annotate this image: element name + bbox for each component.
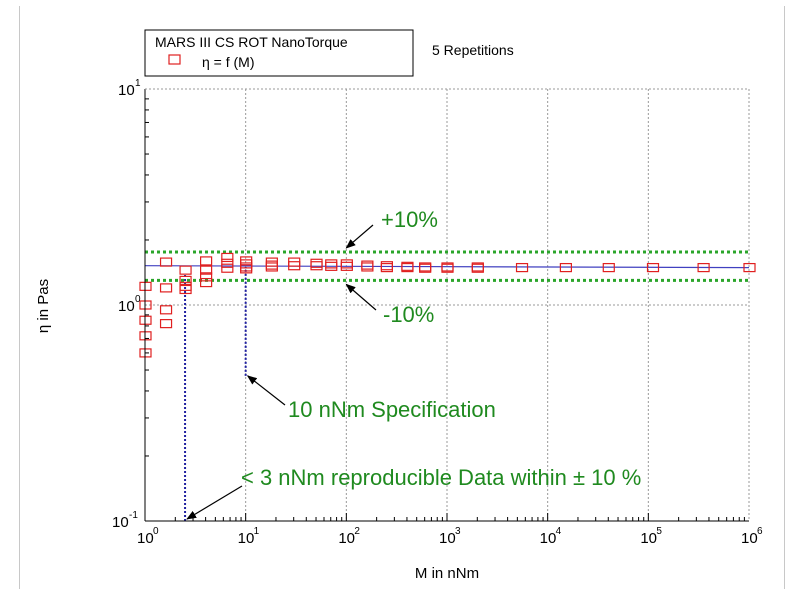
x-tick-label: 10: [741, 530, 758, 547]
annotation-arrow: [345, 224, 374, 249]
data-point: [743, 262, 756, 273]
data-point: [361, 262, 374, 272]
data-point: [200, 265, 213, 275]
x-tick-exponent: 1: [254, 526, 260, 537]
y-tick-label: 10: [112, 514, 129, 531]
data-point: [441, 263, 454, 273]
reference-lines: [145, 250, 749, 282]
data-point: [200, 272, 213, 282]
annotations: +10% -10% 10 nNm Specification < 3 nNm repr…: [186, 207, 641, 520]
data-point: [200, 256, 213, 266]
data-point: [265, 262, 278, 272]
data-point: [200, 277, 213, 288]
data-point: [159, 257, 173, 267]
x-tick-label: 10: [238, 530, 255, 547]
legend: MARS III CS ROT NanoTorque η = f (M) 5 R…: [144, 29, 514, 77]
data-point: [697, 262, 710, 273]
y-axis-label: η in Pas: [35, 279, 52, 333]
data-point: [471, 263, 484, 273]
annotation-arrow: [186, 485, 243, 520]
data-point: [646, 262, 660, 273]
data-point: [310, 261, 323, 271]
annotation-text: < 3 nNm reproducible Data within ± 10 %: [241, 465, 641, 490]
legend-entry: η = f (M): [202, 54, 255, 70]
annotation-text: -10%: [383, 302, 434, 327]
y-tick-exponent: 1: [135, 78, 141, 89]
data-point: [602, 262, 615, 273]
x-tick-exponent: 3: [455, 526, 461, 537]
legend-box: [144, 29, 414, 77]
x-tick-exponent: 2: [354, 526, 360, 537]
y-tick-label: 10: [118, 298, 135, 315]
data-point: [221, 252, 234, 263]
vertical-markers: [184, 266, 247, 521]
annotation-text: 10 nNm Specification: [288, 397, 496, 422]
data-point: [159, 305, 173, 315]
data-point: [401, 262, 414, 273]
axes: [144, 88, 750, 522]
annotation-arrow: [246, 375, 286, 406]
data-point: [159, 283, 173, 293]
y-tick-label: 10: [118, 82, 135, 99]
data-point: [325, 261, 338, 271]
x-axis-label: M in nNm: [415, 565, 479, 582]
data-point: [240, 264, 253, 274]
data-point: [419, 263, 432, 273]
data-point: [288, 261, 301, 271]
fit-line-path: [144, 265, 750, 269]
annotation-text: +10%: [381, 207, 438, 232]
x-tick-label: 10: [338, 530, 355, 547]
data-point: [159, 319, 173, 329]
data-point: [340, 261, 353, 271]
x-tick-label: 10: [540, 530, 557, 547]
figure-frame: [19, 6, 785, 589]
legend-marker: [168, 54, 181, 65]
annotation-arrow: [345, 283, 377, 311]
x-tick-exponent: 6: [757, 526, 763, 537]
x-tick-label: 10: [640, 530, 657, 547]
x-tick-label: 10: [137, 530, 154, 547]
grid: [144, 88, 750, 522]
data-point: [559, 262, 572, 273]
tick-labels: 10 0 10 1 10 2 10 3 10 4 10 5 10 610 -110 010 1: [112, 78, 763, 547]
x-tick-exponent: 0: [153, 526, 159, 537]
data-point: [179, 265, 192, 275]
fit-line: [144, 265, 750, 269]
x-tick-exponent: 5: [656, 526, 662, 537]
data-point: [221, 263, 234, 273]
data-point: [179, 275, 192, 285]
x-tick-exponent: 4: [556, 526, 562, 537]
data-point: [179, 284, 192, 295]
legend-title: MARS III CS ROT NanoTorque: [155, 34, 348, 50]
x-tick-label: 10: [439, 530, 456, 547]
y-tick-exponent: -1: [129, 510, 138, 521]
data-point: [515, 262, 529, 273]
data-point: [380, 262, 393, 273]
repetitions-note: 5 Repetitions: [432, 42, 514, 58]
y-tick-exponent: 0: [135, 294, 141, 305]
data-point: [221, 258, 234, 268]
